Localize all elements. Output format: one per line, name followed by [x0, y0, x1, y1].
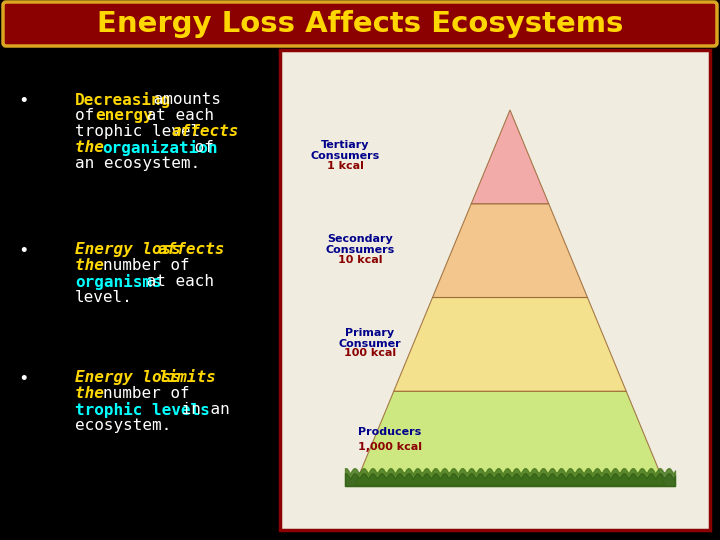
Text: Decreasing: Decreasing	[75, 92, 171, 108]
Text: affects: affects	[171, 124, 239, 139]
Text: Consumer: Consumer	[338, 339, 401, 349]
Text: the: the	[75, 140, 114, 155]
Text: •: •	[18, 370, 29, 388]
Text: number of: number of	[102, 386, 189, 401]
Text: Consumers: Consumers	[310, 151, 379, 161]
Text: 10 kcal: 10 kcal	[338, 255, 382, 265]
Text: level.: level.	[75, 290, 132, 305]
Text: Energy loss: Energy loss	[75, 370, 191, 385]
Polygon shape	[433, 204, 588, 298]
Text: 100 kcal: 100 kcal	[344, 348, 396, 359]
Text: Primary: Primary	[346, 328, 395, 338]
FancyBboxPatch shape	[3, 2, 717, 46]
Text: affects: affects	[158, 242, 225, 257]
Text: limits: limits	[158, 370, 215, 385]
Text: Tertiary: Tertiary	[320, 140, 369, 150]
Polygon shape	[472, 110, 549, 204]
Text: in an: in an	[171, 402, 230, 417]
Text: Producers: Producers	[359, 427, 422, 437]
FancyBboxPatch shape	[280, 50, 710, 530]
Text: of: of	[75, 108, 104, 123]
Polygon shape	[355, 392, 665, 485]
Text: an ecosystem.: an ecosystem.	[75, 156, 200, 171]
Text: of: of	[185, 140, 215, 155]
Text: number of: number of	[102, 258, 189, 273]
Text: Energy Loss Affects Ecosystems: Energy Loss Affects Ecosystems	[96, 10, 624, 38]
Text: Energy loss: Energy loss	[75, 242, 191, 257]
Text: energy: energy	[96, 108, 153, 123]
Text: trophic level: trophic level	[75, 124, 210, 139]
Text: amounts: amounts	[144, 92, 221, 107]
Text: trophic levels: trophic levels	[75, 402, 210, 418]
Text: ecosystem.: ecosystem.	[75, 418, 171, 433]
Text: at each: at each	[137, 108, 214, 123]
Polygon shape	[394, 298, 626, 392]
Text: •: •	[18, 92, 29, 110]
Text: 1 kcal: 1 kcal	[327, 161, 364, 171]
Text: Secondary: Secondary	[327, 234, 393, 244]
Text: 1,000 kcal: 1,000 kcal	[358, 442, 422, 452]
Text: the: the	[75, 258, 114, 273]
Text: organization: organization	[102, 140, 218, 156]
Text: the: the	[75, 386, 114, 401]
Text: •: •	[18, 242, 29, 260]
Text: Consumers: Consumers	[325, 245, 395, 255]
Text: organisms: organisms	[75, 274, 161, 290]
Text: at each: at each	[137, 274, 214, 289]
